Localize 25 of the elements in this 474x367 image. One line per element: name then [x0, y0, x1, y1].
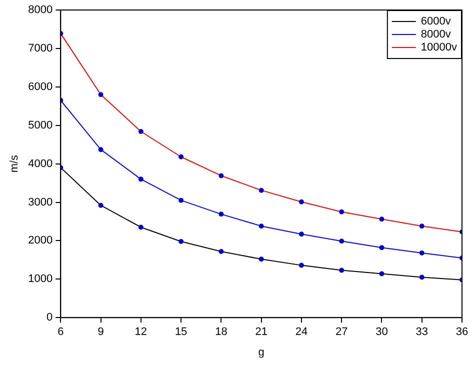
x-tick-label: 30	[376, 326, 388, 338]
x-tick-label: 12	[134, 326, 148, 338]
y-tick-label: 7000	[28, 42, 53, 54]
x-tick-label: 33	[416, 326, 428, 338]
legend-label: 10000v	[420, 42, 458, 54]
y-tick-label: 2000	[28, 234, 53, 247]
x-tick-label: 21	[255, 326, 268, 338]
x-tick-label: 36	[456, 326, 468, 338]
legend-label: 8000v	[420, 28, 452, 41]
y-tick-label: 4000	[28, 158, 53, 170]
y-tick-label: 5000	[28, 119, 53, 132]
x-tick-label: 15	[174, 326, 188, 338]
x-axis-title: g	[258, 346, 264, 358]
x-tick-label: 18	[215, 326, 228, 338]
x-tick-label: 24	[295, 326, 308, 338]
y-tick-label: 8000	[28, 4, 53, 16]
legend-label: 6000v	[420, 16, 452, 28]
x-tick-label: 6	[58, 326, 64, 338]
y-tick-label: 3000	[28, 196, 53, 208]
y-tick-label: 1000	[28, 273, 53, 286]
y-axis-title: m/s	[8, 154, 21, 173]
x-tick-label: 9	[98, 326, 104, 338]
y-tick-label: 6000	[28, 80, 53, 93]
y-tick-label: 0	[46, 312, 53, 324]
x-tick-label: 27	[335, 326, 348, 338]
